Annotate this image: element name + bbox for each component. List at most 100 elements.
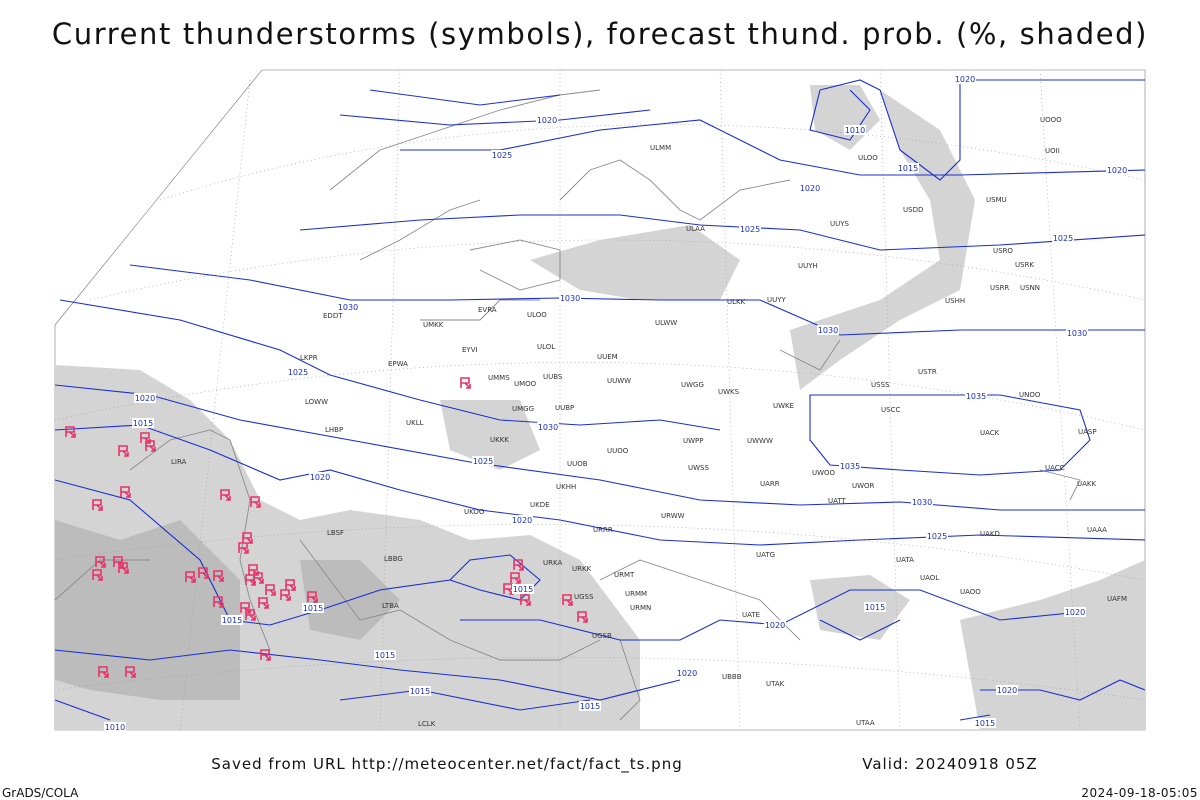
thunderstorm-symbol [65, 426, 76, 438]
isobar-label-bg [844, 125, 866, 135]
station-label: UACK [980, 429, 1000, 437]
isobar-label-bg [676, 668, 698, 678]
isobar-label: 1020 [1065, 608, 1085, 617]
thunderstorm-symbol [92, 569, 103, 581]
station-label: URMT [614, 571, 635, 579]
thunderstorm-symbol [285, 579, 296, 591]
isobar-label-bg [817, 325, 839, 335]
isobar-label: 1015 [133, 419, 153, 428]
isobar-label: 1015 [898, 164, 918, 173]
software-credit: GrADS/COLA [2, 786, 79, 800]
isobar-label-bg [309, 472, 331, 482]
station-label: ULOL [537, 343, 555, 351]
thunderstorm-symbol [213, 596, 224, 608]
isobar-label: 1020 [955, 75, 975, 84]
station-label: UUYH [798, 262, 818, 270]
thunderstorm-symbol [520, 594, 531, 606]
station-label: ULOO [858, 154, 878, 162]
isobar-label-bg [511, 515, 533, 525]
station-label: UWWW [747, 437, 773, 445]
station-label: UUOB [567, 460, 588, 468]
isobar-label-bg [559, 293, 581, 303]
isobar-label: 1020 [135, 394, 155, 403]
station-label: LTBA [382, 602, 399, 610]
station-label: USSS [871, 381, 890, 389]
isobar-label: 1015 [222, 616, 242, 625]
station-label: UATE [742, 611, 760, 619]
isobar-label: 1010 [845, 126, 865, 135]
isobar-label-bg [579, 701, 601, 711]
isobar-label: 1025 [473, 457, 493, 466]
station-label: UAKK [1077, 480, 1097, 488]
isobar-label: 1015 [513, 585, 533, 594]
isobar-label: 1020 [310, 473, 330, 482]
station-label: LIRA [171, 458, 187, 466]
isobar-label: 1015 [580, 702, 600, 711]
station-label: URMM [625, 590, 647, 598]
thunderstorm-symbol [265, 584, 276, 596]
station-label: UASP [1078, 428, 1097, 436]
source-url: Saved from URL http://meteocenter.net/fa… [211, 755, 682, 774]
thunderstorm-symbol [577, 611, 588, 623]
station-label: LKPR [300, 354, 318, 362]
station-label: ULWW [655, 319, 677, 327]
isobar-label-bg [512, 584, 534, 594]
isobar-label-bg [911, 497, 933, 507]
station-label: UGSB [592, 632, 612, 640]
station-label: UUBP [555, 404, 574, 412]
station-label: LCLK [418, 720, 436, 728]
thunderstorm-symbol [198, 567, 209, 579]
station-label: LHBP [325, 426, 343, 434]
station-label: UKKK [490, 436, 509, 444]
thunderstorm-symbol [280, 589, 291, 601]
isobar-label-bg [472, 456, 494, 466]
isobar-label-bg [409, 686, 431, 696]
thunderstorm-symbol [118, 562, 129, 574]
thunderstorm-symbols [65, 377, 588, 678]
station-label: UAOO [960, 588, 981, 596]
thunderstorm-symbol [92, 499, 103, 511]
station-label: UKOO [464, 508, 485, 516]
isobar-label: 1020 [997, 686, 1017, 695]
isobar-label: 1020 [512, 516, 532, 525]
isobar-label: 1025 [740, 225, 760, 234]
isobar-label-bg [221, 615, 243, 625]
thunderstorm-symbol [510, 572, 521, 584]
station-label: USRO [993, 247, 1013, 255]
isobar-label-bg [926, 531, 948, 541]
isobar-label-bg [739, 224, 761, 234]
station-label: ULOO [527, 311, 547, 319]
station-label: USDD [903, 206, 923, 214]
station-label: UMGG [512, 405, 534, 413]
isobar-label: 1020 [537, 116, 557, 125]
isobar-label: 1020 [800, 184, 820, 193]
station-label: UARR [760, 480, 780, 488]
station-label: UWOR [852, 482, 875, 490]
station-label: UKLL [406, 419, 424, 427]
station-label: EDDT [323, 312, 343, 320]
station-label: UATT [828, 497, 847, 505]
station-label: URKA [543, 559, 562, 567]
thunderstorm-symbol [213, 570, 224, 582]
map-labels: 1020 1025 1020 1010 1015 1020 1020 1025 1025 1030… [104, 74, 1128, 732]
thunderstorm-symbol [120, 486, 131, 498]
isobar-label-bg [799, 183, 821, 193]
station-label: UMOO [514, 380, 537, 388]
thunderstorm-symbol [220, 489, 231, 501]
station-label: URMN [630, 604, 651, 612]
isobar-label-bg [287, 367, 309, 377]
isobar-label-bg [374, 650, 396, 660]
station-label: UOOO [1040, 116, 1062, 124]
isobar-label-bg [996, 685, 1018, 695]
isobar-label: 1030 [1067, 329, 1087, 338]
thunderstorm-symbol [95, 556, 106, 568]
station-label: UATG [756, 551, 775, 559]
isobar-label-bg [537, 422, 559, 432]
isobar-label-bg [965, 391, 987, 401]
station-label: UUYY [767, 296, 787, 304]
thunderstorm-symbol [145, 440, 156, 452]
isobar-label-bg [134, 393, 156, 403]
station-label: UMMS [488, 374, 510, 382]
thunderstorm-symbol [245, 609, 256, 621]
isobar-label-bg [764, 620, 786, 630]
